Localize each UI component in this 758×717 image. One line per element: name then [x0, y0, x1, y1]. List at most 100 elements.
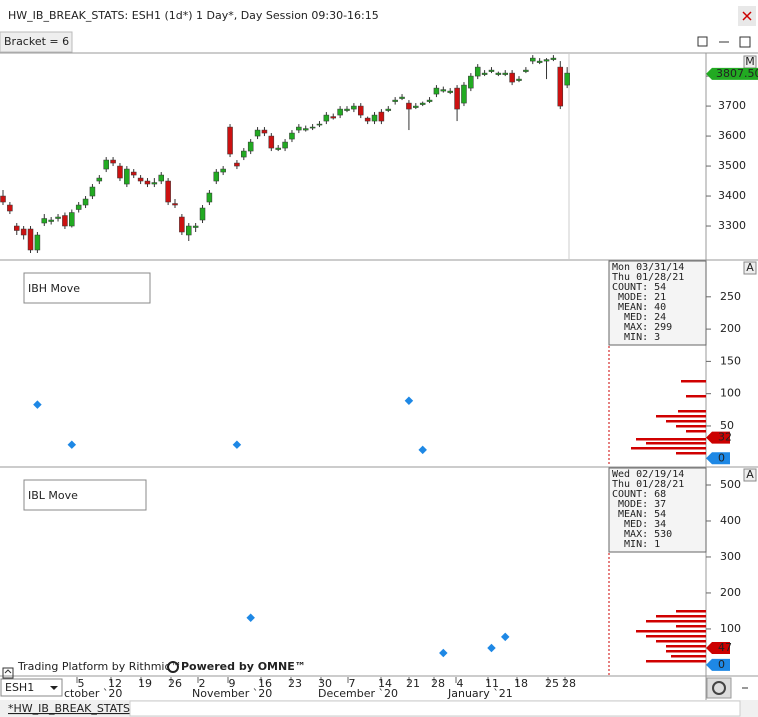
- distribution-bar: [646, 620, 706, 623]
- scale-button[interactable]: [743, 468, 757, 482]
- candle-body: [530, 57, 536, 62]
- y-tick-label: 100: [720, 387, 741, 400]
- distribution-bar: [676, 625, 706, 628]
- stats-line: MAX: 299: [612, 322, 672, 333]
- y-tick-label: 3700: [718, 99, 746, 112]
- pane-title-box: [23, 272, 151, 304]
- stats-line: MIN: 1: [612, 539, 660, 550]
- candle-body: [34, 234, 41, 251]
- month-label: December `20: [318, 687, 398, 700]
- y-tick-label: 100: [720, 622, 741, 635]
- distribution-bar: [671, 655, 706, 658]
- candle-body: [447, 90, 453, 93]
- symbol-select[interactable]: [0, 678, 63, 697]
- candle-body: [385, 108, 392, 111]
- day-label: 5: [78, 677, 85, 690]
- distribution-bar: [681, 380, 706, 383]
- candle-body: [89, 186, 96, 197]
- stats-line: Wed 02/19/14: [612, 469, 684, 480]
- candle-body: [261, 129, 268, 134]
- day-label: 11: [485, 677, 499, 690]
- stats-box: [608, 467, 707, 553]
- day-label: 28: [562, 677, 576, 690]
- candle-body: [399, 96, 405, 99]
- candle-body: [124, 168, 130, 185]
- marker-tag: [706, 658, 730, 671]
- candle-body: [523, 69, 529, 72]
- candle-body: [488, 69, 495, 72]
- data-dot: [404, 396, 414, 406]
- marker-label: 0: [718, 658, 725, 671]
- window-title: HW_IB_BREAK_STATS: ESH1 (1d*) 1 Day*, Da…: [8, 9, 379, 22]
- y-tick-label: 3600: [718, 129, 746, 142]
- distribution-bar: [666, 650, 706, 653]
- candle-body: [247, 141, 254, 152]
- data-dot: [500, 632, 510, 642]
- last-price: 3807.50: [716, 67, 758, 80]
- candle-body: [413, 105, 419, 108]
- candle-body: [419, 102, 426, 105]
- scale-label: A: [746, 261, 754, 274]
- candle-body: [282, 141, 288, 149]
- y-tick-label: 200: [720, 322, 741, 335]
- marker-label: 32: [718, 431, 732, 444]
- refresh-button[interactable]: [706, 677, 732, 699]
- distribution-bar: [678, 410, 706, 413]
- stats-line: Thu 01/28/21: [612, 272, 684, 283]
- candle-body: [227, 126, 233, 155]
- y-tick-label: 3300: [718, 219, 746, 232]
- candle-body: [41, 218, 48, 224]
- day-label: 12: [108, 677, 122, 690]
- candle-body: [0, 195, 6, 203]
- distribution-bar: [636, 438, 706, 441]
- candle-body: [268, 135, 275, 149]
- candle-body: [543, 59, 550, 62]
- stats-line: MED: 24: [612, 312, 666, 323]
- candle-body: [502, 72, 508, 75]
- data-dot: [418, 445, 427, 455]
- scale-button[interactable]: [743, 261, 757, 275]
- candle-body: [14, 225, 20, 231]
- candle-body: [75, 204, 82, 210]
- day-label: 14: [378, 677, 392, 690]
- distribution-bar: [666, 420, 706, 423]
- data-dot: [439, 648, 448, 658]
- last-price-tag: [706, 67, 758, 80]
- stats-line: MAX: 530: [612, 529, 672, 540]
- stats-line: MED: 34: [612, 519, 666, 530]
- bracket-box[interactable]: [0, 31, 73, 53]
- candle-body: [158, 174, 164, 182]
- y-tick-label: 200: [720, 586, 741, 599]
- marker-label: 0: [718, 451, 725, 464]
- candle-body: [440, 89, 447, 92]
- tab[interactable]: *HW_IB_BREAK_STATS: [8, 702, 130, 715]
- pane-title-box: [23, 479, 147, 511]
- data-dot: [487, 643, 496, 653]
- restore-button[interactable]: [697, 36, 708, 47]
- day-label: 23: [288, 677, 302, 690]
- candle-body: [426, 99, 433, 102]
- candle-body: [151, 182, 158, 185]
- distribution-bar: [656, 640, 706, 643]
- candle-body: [454, 87, 460, 110]
- candle-body: [55, 216, 61, 219]
- data-dot: [232, 440, 242, 449]
- y-tick-label: 300: [720, 550, 741, 563]
- stats-line: MODE: 21: [612, 292, 666, 303]
- candle-body: [130, 171, 137, 176]
- candle-body: [103, 159, 109, 170]
- day-label: 18: [514, 677, 528, 690]
- candle-body: [516, 78, 522, 81]
- close-icon: [742, 11, 752, 21]
- day-label: 19: [138, 677, 152, 690]
- candle-body: [392, 99, 398, 102]
- maximize-button[interactable]: [739, 36, 751, 48]
- candle-body: [7, 204, 13, 212]
- scrollbar[interactable]: [129, 700, 741, 717]
- candle-body: [378, 111, 385, 122]
- candle-body: [206, 192, 213, 203]
- distribution-bar: [646, 635, 706, 638]
- data-dot: [33, 400, 42, 409]
